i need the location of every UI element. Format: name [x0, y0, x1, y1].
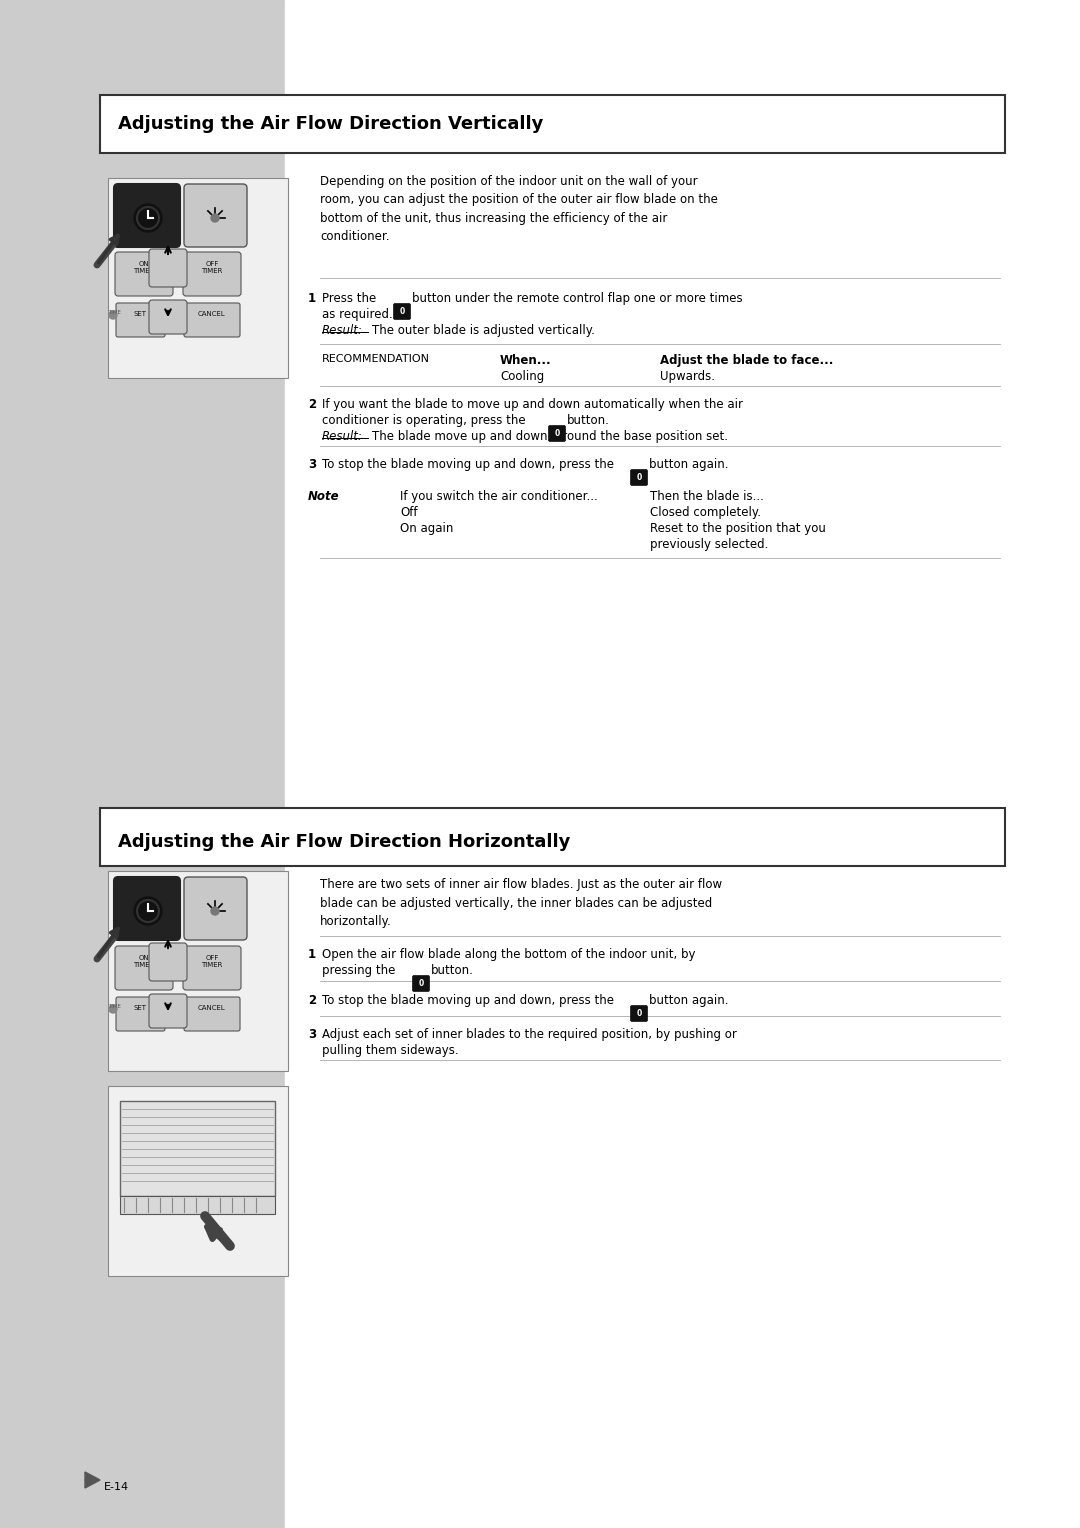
Text: CANCEL: CANCEL — [198, 1005, 226, 1012]
Text: Then the blade is...: Then the blade is... — [650, 490, 764, 503]
FancyBboxPatch shape — [116, 996, 165, 1031]
FancyBboxPatch shape — [149, 299, 187, 335]
Text: Adjust each set of inner blades to the required position, by pushing or: Adjust each set of inner blades to the r… — [322, 1028, 737, 1041]
FancyBboxPatch shape — [184, 183, 247, 248]
Text: 1: 1 — [308, 947, 316, 961]
Text: 0: 0 — [400, 307, 405, 316]
Text: TIME: TIME — [108, 1004, 121, 1008]
Text: button again.: button again. — [649, 458, 729, 471]
Bar — [100, 808, 1005, 866]
FancyBboxPatch shape — [149, 943, 187, 981]
Text: button again.: button again. — [649, 995, 729, 1007]
Text: RECOMMENDATION: RECOMMENDATION — [322, 354, 430, 364]
Text: OFF
TIMER: OFF TIMER — [201, 261, 222, 274]
FancyBboxPatch shape — [393, 304, 410, 319]
Text: There are two sets of inner air flow blades. Just as the outer air flow
blade ca: There are two sets of inner air flow bla… — [320, 879, 723, 927]
Text: Open the air flow blade along the bottom of the indoor unit, by: Open the air flow blade along the bottom… — [322, 947, 696, 961]
Text: Closed completely.: Closed completely. — [650, 506, 761, 520]
Text: Result:: Result: — [322, 324, 363, 338]
Bar — [120, 1196, 275, 1215]
Bar — [285, 0, 1080, 1528]
Text: Depending on the position of the indoor unit on the wall of your
room, you can a: Depending on the position of the indoor … — [320, 176, 718, 243]
Bar — [120, 1102, 275, 1196]
Text: Adjust the blade to face...: Adjust the blade to face... — [660, 354, 834, 367]
Text: The blade move up and down, around the base position set.: The blade move up and down, around the b… — [372, 429, 728, 443]
Text: previously selected.: previously selected. — [650, 538, 768, 552]
Text: Adjusting the Air Flow Direction Horizontally: Adjusting the Air Flow Direction Horizon… — [118, 833, 570, 851]
Text: OFF
TIMER: OFF TIMER — [201, 955, 222, 969]
Text: SET: SET — [134, 1005, 147, 1012]
Text: 0: 0 — [636, 474, 642, 481]
Bar — [108, 871, 288, 1071]
Text: Off: Off — [400, 506, 418, 520]
Text: 2: 2 — [308, 995, 316, 1007]
Text: To stop the blade moving up and down, press the: To stop the blade moving up and down, pr… — [322, 995, 615, 1007]
Circle shape — [134, 897, 162, 924]
Text: Reset to the position that you: Reset to the position that you — [650, 523, 826, 535]
Polygon shape — [85, 1471, 100, 1488]
Text: button.: button. — [567, 414, 610, 426]
FancyBboxPatch shape — [184, 877, 247, 940]
Text: ON
TIMER: ON TIMER — [133, 955, 154, 969]
FancyBboxPatch shape — [114, 183, 180, 248]
Text: TIME: TIME — [108, 310, 121, 315]
Text: button.: button. — [431, 964, 474, 976]
Text: Cooling: Cooling — [500, 370, 544, 384]
Circle shape — [211, 214, 219, 222]
Text: 0: 0 — [554, 429, 559, 439]
Text: The outer blade is adjusted vertically.: The outer blade is adjusted vertically. — [372, 324, 595, 338]
FancyBboxPatch shape — [184, 996, 240, 1031]
Bar — [108, 177, 288, 377]
Text: button under the remote control flap one or more times: button under the remote control flap one… — [411, 292, 743, 306]
Text: If you want the blade to move up and down automatically when the air: If you want the blade to move up and dow… — [322, 397, 743, 411]
FancyBboxPatch shape — [183, 946, 241, 990]
FancyBboxPatch shape — [184, 303, 240, 338]
Text: Press the: Press the — [322, 292, 376, 306]
Circle shape — [109, 312, 117, 319]
FancyBboxPatch shape — [114, 252, 173, 296]
Text: E-14: E-14 — [104, 1482, 130, 1491]
Circle shape — [211, 908, 219, 915]
Text: conditioner is operating, press the: conditioner is operating, press the — [322, 414, 526, 426]
FancyBboxPatch shape — [114, 946, 173, 990]
Text: SET: SET — [134, 312, 147, 316]
FancyBboxPatch shape — [631, 469, 648, 486]
FancyBboxPatch shape — [413, 975, 430, 992]
Bar — [0, 0, 285, 1528]
Bar — [100, 95, 1005, 153]
FancyBboxPatch shape — [116, 303, 165, 338]
Text: CANCEL: CANCEL — [198, 312, 226, 316]
Text: 0: 0 — [636, 1008, 642, 1018]
Text: ON
TIMER: ON TIMER — [133, 261, 154, 274]
Text: pulling them sideways.: pulling them sideways. — [322, 1044, 459, 1057]
Text: pressing the: pressing the — [322, 964, 395, 976]
FancyBboxPatch shape — [114, 877, 180, 940]
Text: 2: 2 — [308, 397, 316, 411]
FancyBboxPatch shape — [183, 252, 241, 296]
Text: If you switch the air conditioner...: If you switch the air conditioner... — [400, 490, 597, 503]
Text: Note: Note — [308, 490, 339, 503]
Text: When...: When... — [500, 354, 552, 367]
Text: as required.: as required. — [322, 309, 393, 321]
Text: Result:: Result: — [322, 429, 363, 443]
Bar — [108, 1086, 288, 1276]
Text: Adjusting the Air Flow Direction Vertically: Adjusting the Air Flow Direction Vertica… — [118, 115, 543, 133]
Text: On again: On again — [400, 523, 454, 535]
Circle shape — [134, 205, 162, 232]
Circle shape — [109, 1005, 117, 1013]
FancyBboxPatch shape — [149, 249, 187, 287]
Text: Upwards.: Upwards. — [660, 370, 715, 384]
Text: 1: 1 — [308, 292, 316, 306]
Text: 3: 3 — [308, 1028, 316, 1041]
FancyBboxPatch shape — [149, 995, 187, 1028]
Text: To stop the blade moving up and down, press the: To stop the blade moving up and down, pr… — [322, 458, 615, 471]
FancyBboxPatch shape — [549, 425, 566, 442]
Text: 3: 3 — [308, 458, 316, 471]
FancyBboxPatch shape — [631, 1005, 648, 1022]
Text: 0: 0 — [418, 979, 423, 989]
